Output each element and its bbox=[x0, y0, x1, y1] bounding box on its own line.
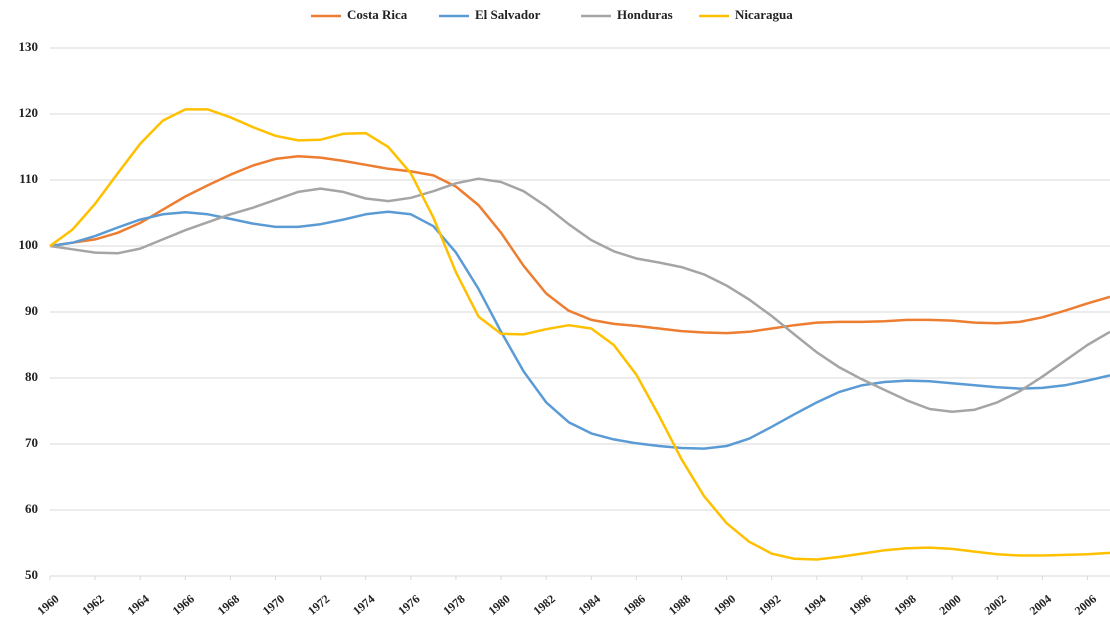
y-tick-label: 90 bbox=[25, 303, 38, 318]
legend-label: Costa Rica bbox=[347, 7, 408, 22]
y-tick-label: 110 bbox=[19, 171, 38, 186]
x-tick-label: 1994 bbox=[801, 592, 828, 618]
x-tick-label: 1996 bbox=[846, 592, 873, 618]
legend-label: Honduras bbox=[617, 7, 673, 22]
x-tick-label: 1998 bbox=[891, 592, 918, 618]
x-tick-label: 1986 bbox=[621, 592, 648, 618]
x-tick-label: 1990 bbox=[711, 592, 738, 618]
y-tick-label: 60 bbox=[25, 501, 38, 516]
y-tick-label: 70 bbox=[25, 435, 38, 450]
series-line bbox=[49, 108, 1110, 561]
legend-label: Nicaragua bbox=[735, 7, 793, 22]
x-tick-label: 2004 bbox=[1027, 592, 1054, 618]
x-tick-label: 1978 bbox=[440, 592, 467, 618]
x-tick-label: 1962 bbox=[79, 592, 106, 618]
legend-label: El Salvador bbox=[475, 7, 541, 22]
x-tick-label: 2000 bbox=[936, 592, 963, 618]
x-tick-label: 1972 bbox=[305, 592, 332, 618]
y-tick-label: 80 bbox=[25, 369, 38, 384]
x-tick-label: 1970 bbox=[260, 592, 287, 618]
x-tick-label: 2006 bbox=[1072, 592, 1099, 618]
y-tick-label: 120 bbox=[19, 105, 39, 120]
x-tick-label: 1964 bbox=[125, 592, 152, 618]
x-tick-label: 1982 bbox=[530, 592, 557, 618]
series-line bbox=[49, 210, 1110, 450]
y-tick-label: 130 bbox=[19, 39, 39, 54]
series-line bbox=[49, 154, 1110, 335]
x-tick-label: 1960 bbox=[34, 592, 61, 618]
y-tick-label: 50 bbox=[25, 567, 38, 582]
x-tick-label: 1984 bbox=[576, 592, 603, 618]
x-tick-label: 1966 bbox=[170, 592, 197, 618]
y-tick-label: 100 bbox=[19, 237, 39, 252]
x-tick-label: 1980 bbox=[485, 592, 512, 618]
series-line bbox=[49, 177, 1110, 413]
x-tick-label: 1968 bbox=[215, 592, 242, 618]
x-tick-label: 2002 bbox=[982, 592, 1009, 618]
x-tick-label: 1974 bbox=[350, 592, 377, 618]
x-tick-label: 1988 bbox=[666, 592, 693, 618]
x-tick-label: 1992 bbox=[756, 592, 783, 618]
x-tick-label: 1976 bbox=[395, 592, 422, 618]
